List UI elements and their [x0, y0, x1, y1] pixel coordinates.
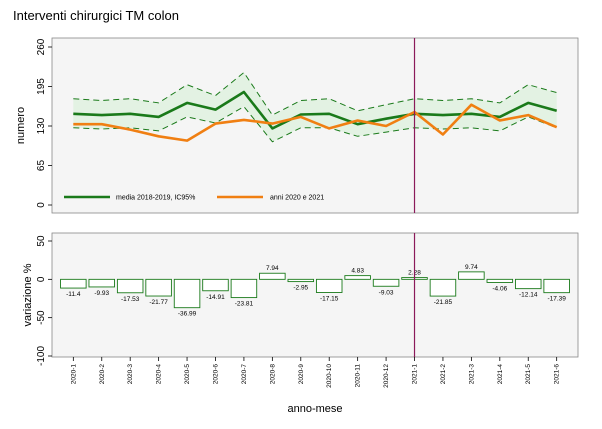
- x-tick-label: 2020-7: [241, 364, 248, 385]
- bar: [145, 278, 172, 297]
- top-y-tick-label: 65: [36, 160, 47, 172]
- bottom-y-tick-label: -100: [36, 346, 47, 366]
- x-tick-label: 2020-6: [212, 364, 219, 385]
- bar-data-label: -12.14: [519, 292, 538, 299]
- x-tick-label: 2021-5: [525, 364, 532, 385]
- bar: [287, 278, 315, 283]
- bottom-y-tick-label: 0: [36, 276, 47, 282]
- bar: [429, 278, 457, 297]
- bar: [514, 278, 542, 290]
- legend-label-mean: media 2018-2019, IC95%: [116, 195, 195, 202]
- series-line-actual: [73, 103, 558, 142]
- top-panel: 0 65 130 195 260 numero media 2018-2019, IC9…: [15, 37, 579, 214]
- bar-group: -11.4 -9.93 -17.53 -21.77 -36.99 -14.91 -23.81…: [60, 264, 570, 318]
- x-tick-label: 2020-12: [383, 364, 390, 388]
- x-tick-label: 2021-3: [468, 364, 475, 385]
- bar: [259, 272, 286, 280]
- x-tick-label: 2020-8: [269, 364, 276, 385]
- x-tick-label: 2020-1: [70, 364, 77, 385]
- x-tick-label: 2021-2: [440, 364, 447, 385]
- ci-upper-line: [73, 71, 557, 116]
- bar: [230, 278, 258, 299]
- bar-data-label: -21.77: [149, 299, 168, 306]
- top-y-tick-label: 260: [36, 38, 47, 55]
- bar-data-label: -21.85: [434, 299, 453, 306]
- bar: [116, 278, 144, 294]
- x-tick-label: 2020-9: [298, 364, 305, 385]
- bar-data-label: -11.4: [66, 291, 81, 298]
- bottom-y-tick-label: -50: [36, 310, 47, 325]
- bottom-y-axis: 50 0 -50 -100: [36, 235, 52, 366]
- ci-lower-line: [73, 105, 557, 143]
- bar: [344, 275, 371, 280]
- bottom-y-tick-label: 50: [36, 235, 47, 247]
- top-y-tick-label: 0: [36, 202, 47, 208]
- legend-label-actual: anni 2020 e 2021: [270, 195, 324, 202]
- top-y-tick-label: 130: [36, 117, 47, 134]
- bar: [202, 278, 229, 292]
- x-tick-label: 2020-4: [156, 364, 163, 385]
- bar-data-label: -4.06: [492, 285, 507, 292]
- top-y-axis-title: numero: [15, 107, 27, 144]
- legend: media 2018-2019, IC95% anni 2020 e 2021: [64, 195, 324, 202]
- chart-title: Interventi chirurgici TM colon: [13, 8, 179, 23]
- series-line-mean: [73, 90, 558, 130]
- top-y-axis: 0 65 130 195 260: [36, 38, 52, 208]
- bar: [173, 278, 201, 309]
- top-y-tick-label: 195: [36, 78, 47, 95]
- x-tick-label: 2021-6: [554, 364, 561, 385]
- bar-data-label: -2.95: [293, 285, 308, 292]
- bar-data-label: -9.93: [94, 290, 109, 297]
- bar-data-label: 7.94: [266, 265, 279, 272]
- x-tick-label: 2020-10: [326, 364, 333, 388]
- bar-data-label: 9.74: [465, 264, 478, 271]
- x-axis: 2020-1 2020-2 2020-3 2020-4 2020-5 2020-6 2020…: [70, 357, 561, 388]
- bar: [372, 278, 400, 287]
- bar-data-label: -17.15: [320, 295, 339, 302]
- x-axis-title: anno-mese: [287, 403, 342, 415]
- bar: [543, 278, 570, 294]
- bar-data-label: -17.53: [121, 296, 140, 303]
- bar: [458, 271, 485, 280]
- x-tick-label: 2020-11: [355, 364, 362, 388]
- bar: [486, 278, 514, 283]
- bar: [88, 278, 116, 288]
- x-tick-label: 2020-3: [127, 364, 134, 385]
- bar-data-label: -23.81: [235, 301, 254, 308]
- x-tick-label: 2020-2: [99, 364, 106, 385]
- bar-data-label: -17.39: [547, 296, 566, 303]
- x-tick-label: 2021-1: [412, 364, 419, 385]
- x-tick-label: 2020-5: [184, 364, 191, 385]
- ci-band: [73, 72, 557, 142]
- bottom-plot-background: [51, 232, 579, 358]
- bottom-y-axis-title: variazione %: [22, 263, 34, 326]
- x-tick-label: 2021-4: [497, 364, 504, 385]
- bar-data-label: -14.91: [206, 294, 225, 301]
- bottom-panel: -11.4 -9.93 -17.53 -21.77 -36.99 -14.91 -23.81…: [22, 232, 579, 415]
- bar: [60, 278, 87, 289]
- bar-data-label: -36.99: [178, 311, 197, 318]
- bar-data-label: 4.83: [351, 268, 364, 275]
- bar: [315, 278, 343, 293]
- bar-data-label: -9.03: [379, 289, 394, 296]
